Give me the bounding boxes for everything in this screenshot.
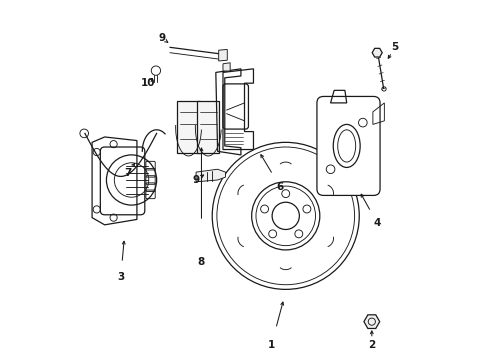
Polygon shape (223, 63, 230, 71)
Text: 3: 3 (117, 272, 124, 282)
Text: 10: 10 (140, 78, 155, 88)
Text: 9: 9 (158, 33, 165, 43)
Text: 2: 2 (367, 340, 375, 350)
Polygon shape (177, 101, 199, 153)
Text: 8: 8 (198, 257, 204, 267)
Text: 1: 1 (267, 340, 274, 350)
Polygon shape (218, 49, 227, 61)
Polygon shape (197, 101, 219, 153)
Text: 6: 6 (276, 182, 284, 192)
Text: 4: 4 (373, 218, 380, 228)
Circle shape (271, 202, 299, 229)
Polygon shape (196, 169, 225, 182)
Text: 7: 7 (124, 168, 131, 178)
FancyBboxPatch shape (316, 96, 379, 195)
Text: 5: 5 (391, 42, 398, 52)
Ellipse shape (333, 125, 360, 167)
Text: 9: 9 (192, 175, 199, 185)
